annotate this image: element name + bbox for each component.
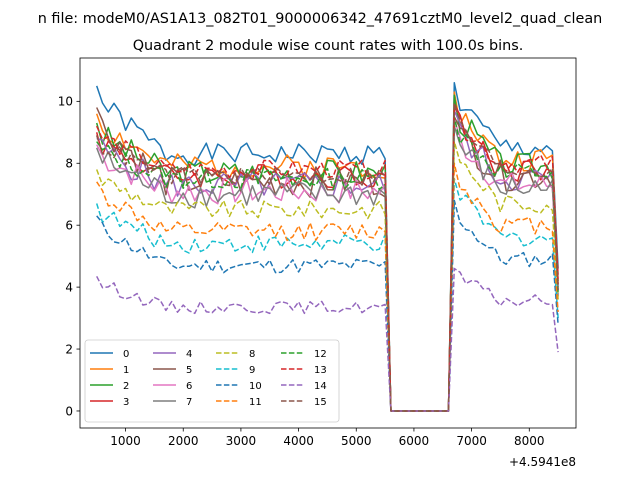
x-tick-label: 7000 [456, 434, 487, 448]
series-line-9 [95, 178, 559, 412]
legend-label-6: 6 [186, 381, 192, 392]
x-tick-label: 8000 [514, 434, 545, 448]
x-tick-label: 3000 [226, 434, 257, 448]
x-tick-label: 6000 [399, 434, 430, 448]
chart-title: Quadrant 2 module wise count rates with … [133, 38, 524, 54]
y-axis: 0 2 4 6 8 10 [58, 95, 80, 418]
x-tick-label: 4000 [283, 434, 314, 448]
legend-label-13: 13 [314, 365, 327, 376]
legend-label-5: 5 [186, 365, 192, 376]
x-axis-offset-label: +4.5941e8 [509, 455, 576, 469]
legend-label-7: 7 [186, 397, 192, 408]
series-line-7 [95, 125, 559, 412]
y-tick-label: 6 [65, 218, 73, 232]
legend-label-3: 3 [123, 397, 129, 408]
legend-label-11: 11 [249, 397, 262, 408]
series-layer [95, 82, 559, 412]
x-tick-label: 1000 [110, 434, 141, 448]
series-line-8 [95, 140, 559, 412]
y-tick-label: 0 [65, 404, 73, 418]
series-line-13 [96, 106, 559, 412]
legend-label-1: 1 [123, 365, 129, 376]
legend-label-4: 4 [186, 349, 192, 360]
legend-label-14: 14 [314, 381, 327, 392]
legend-label-15: 15 [314, 397, 327, 408]
legend-label-12: 12 [314, 349, 327, 360]
legend-box [84, 339, 340, 423]
figure-suptitle: n file: modeM0/AS1A13_082T01_9000006342_… [38, 11, 603, 27]
legend-label-0: 0 [123, 349, 129, 360]
legend-label-2: 2 [123, 381, 129, 392]
series-line-10 [96, 199, 559, 412]
series-line-11 [96, 162, 559, 412]
x-tick-label: 5000 [341, 434, 372, 448]
y-tick-label: 2 [65, 342, 73, 356]
series-line-0 [95, 82, 559, 412]
plot-frame [79, 57, 577, 429]
x-tick-label: 2000 [168, 434, 199, 448]
series-line-15 [95, 103, 559, 412]
series-line-12 [96, 116, 559, 412]
y-tick-label: 8 [65, 157, 73, 171]
x-axis: 1000 2000 3000 4000 5000 6000 7000 8000 [110, 428, 545, 448]
y-tick-label: 4 [65, 280, 73, 294]
y-tick-label: 10 [58, 95, 73, 109]
series-line-14 [96, 267, 559, 412]
legend-label-8: 8 [249, 349, 255, 360]
legend-label-10: 10 [249, 381, 262, 392]
legend-label-9: 9 [249, 365, 255, 376]
